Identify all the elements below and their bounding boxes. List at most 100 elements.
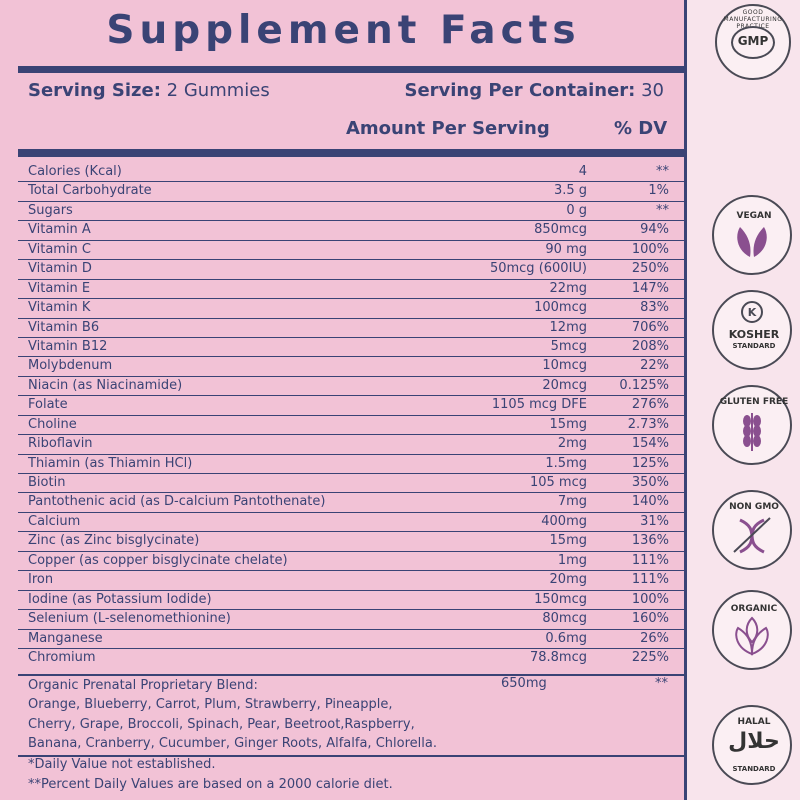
blend-ingredients-line: Cherry, Grape, Broccoli, Spinach, Pear, … <box>28 716 415 732</box>
nutrient-row: Selenium (L-selenomethionine) 80mcg 160% <box>18 610 684 630</box>
nutrient-name: Molybdenum <box>28 358 113 374</box>
nutrient-daily-value: 100% <box>631 241 669 257</box>
kosher-label: KOSHER <box>728 328 780 341</box>
svg-text:K: K <box>748 306 757 319</box>
nutrient-name: Biotin <box>28 475 66 490</box>
nutrient-name: Calories (Kcal) <box>28 164 122 179</box>
nutrient-amount: 1mg <box>557 552 587 568</box>
nutrient-daily-value: 140% <box>631 494 669 510</box>
nutrient-amount: 105 mcg <box>529 475 587 490</box>
blend-title: Organic Prenatal Proprietary Blend: <box>28 678 258 693</box>
nutrient-amount: 15mg <box>549 416 587 432</box>
nutrient-name: Copper (as copper bisglycinate chelate) <box>28 552 288 568</box>
halal-sublabel: STANDARD <box>732 765 776 773</box>
nutrient-name: Vitamin B6 <box>28 319 100 335</box>
panel-title: Supplement Facts <box>106 8 581 53</box>
sprout-leaf-icon <box>735 616 769 656</box>
servings-per-label: Serving Per Container: <box>404 80 636 101</box>
nutrient-row: Vitamin K 100mcg 83% <box>18 299 684 319</box>
nutrient-name: Niacin (as Niacinamide) <box>28 377 183 393</box>
servings-per-container: Serving Per Container: 30 <box>404 80 664 101</box>
nutrient-row: Thiamin (as Thiamin HCl) 1.5mg 125% <box>18 455 684 474</box>
nutrient-amount: 0.6mg <box>545 630 587 646</box>
title-divider <box>18 66 684 73</box>
serving-size-label: Serving Size: <box>28 80 161 101</box>
nutrient-name: Riboflavin <box>28 436 93 452</box>
gmp-badge: GOOD MANUFACTURING PRACTICE GMP <box>715 4 791 80</box>
vegan-leaf-icon <box>737 227 767 257</box>
nutrient-daily-value: 31% <box>640 513 669 529</box>
nutrient-daily-value: 208% <box>631 338 669 354</box>
nutrient-row: Vitamin D 50mcg (600IU) 250% <box>18 260 684 280</box>
gluten-free-badge: GLUTEN FREE <box>712 385 792 465</box>
nutrient-row: Pantothenic acid (as D-calcium Pantothen… <box>18 493 684 513</box>
nutrient-name: Zinc (as Zinc bisglycinate) <box>28 533 200 549</box>
nutrient-amount: 0 g <box>566 202 587 218</box>
nutrient-daily-value: 111% <box>631 572 669 588</box>
kosher-k-icon: K <box>741 301 763 323</box>
nutrient-amount: 150mcg <box>534 591 587 607</box>
halal-label: HALAL <box>737 717 771 727</box>
servings-per-value: 30 <box>641 80 664 101</box>
nutrient-daily-value: 2.73% <box>627 416 669 432</box>
nutrient-daily-value: 154% <box>631 436 669 452</box>
nutrient-name: Pantothenic acid (as D-calcium Pantothen… <box>28 494 326 510</box>
nutrient-name: Selenium (L-selenomethionine) <box>28 611 231 627</box>
footnote-divider <box>18 755 684 757</box>
nutrient-name: Chromium <box>28 649 96 665</box>
nutrient-row: Vitamin A 850mcg 94% <box>18 221 684 241</box>
nutrient-daily-value: ** <box>656 202 669 218</box>
nutrient-row: Iron 20mg 111% <box>18 571 684 591</box>
blend-daily-value: ** <box>655 676 668 691</box>
blend-ingredients-line: Orange, Blueberry, Carrot, Plum, Strawbe… <box>28 697 393 713</box>
nutrient-amount: 5mcg <box>550 338 587 354</box>
header-divider <box>18 149 684 157</box>
vegan-badge: VEGAN <box>712 195 792 275</box>
vegan-label: VEGAN <box>736 211 772 221</box>
gmp-inner-ring <box>731 26 775 59</box>
gluten-free-label: GLUTEN FREE <box>719 397 789 407</box>
nutrient-daily-value: 83% <box>640 300 669 316</box>
nutrient-row: Molybdenum 10mcg 22% <box>18 357 684 377</box>
footnote-calorie-diet: **Percent Daily Values are based on a 20… <box>28 777 393 792</box>
nutrient-row: Vitamin B6 12mg 706% <box>18 319 684 338</box>
nutrient-name: Vitamin B12 <box>28 338 108 354</box>
organic-label: ORGANIC <box>730 604 778 614</box>
nutrient-row: Choline 15mg 2.73% <box>18 416 684 436</box>
nutrient-name: Sugars <box>28 202 73 218</box>
nutrient-amount: 20mcg <box>542 377 587 393</box>
nutrient-daily-value: 706% <box>631 319 669 335</box>
nutrient-daily-value: 111% <box>631 552 669 568</box>
nutrient-name: Thiamin (as Thiamin HCl) <box>28 455 193 471</box>
nutrient-daily-value: 136% <box>631 533 669 549</box>
nutrient-amount: 80mcg <box>542 611 587 627</box>
nutrient-amount: 7mg <box>557 494 587 510</box>
nutrient-row: Copper (as copper bisglycinate chelate) 1… <box>18 552 684 572</box>
nutrient-amount: 12mg <box>549 319 587 335</box>
dna-icon <box>733 517 771 554</box>
nutrient-amount: 15mg <box>549 533 587 549</box>
nutrient-amount: 100mcg <box>534 300 587 316</box>
nutrient-name: Vitamin E <box>28 280 91 296</box>
nutrient-daily-value: 94% <box>640 222 669 238</box>
nutrient-row: Total Carbohydrate 3.5 g 1% <box>18 182 684 202</box>
serving-size: Serving Size: 2 Gummies <box>28 80 270 101</box>
nutrient-daily-value: 250% <box>631 261 669 277</box>
nutrient-row: Calcium 400mg 31% <box>18 513 684 533</box>
nutrient-daily-value: 225% <box>631 649 669 665</box>
wheat-icon <box>743 413 761 451</box>
nutrient-name: Choline <box>28 416 77 432</box>
nutrient-amount: 2mg <box>557 436 587 452</box>
nutrient-amount: 4 <box>578 164 587 179</box>
blend-amount: 650mg <box>501 676 547 691</box>
nutrient-table: Calories (Kcal) 4 ** Total Carbohydrate 3.5 … <box>18 163 684 668</box>
nutrient-name: Vitamin D <box>28 261 92 277</box>
nutrient-row: Niacin (as Niacinamide) 20mcg 0.125% <box>18 377 684 397</box>
kosher-sublabel: STANDARD <box>732 342 776 350</box>
gmp-label: GMP <box>737 34 769 48</box>
nutrient-daily-value: 100% <box>631 591 669 607</box>
nutrient-name: Total Carbohydrate <box>28 183 152 199</box>
nutrient-row: Zinc (as Zinc bisglycinate) 15mg 136% <box>18 532 684 552</box>
nutrient-row: Folate 1105 mcg DFE 276% <box>18 396 684 416</box>
nutrient-amount: 10mcg <box>542 358 587 374</box>
